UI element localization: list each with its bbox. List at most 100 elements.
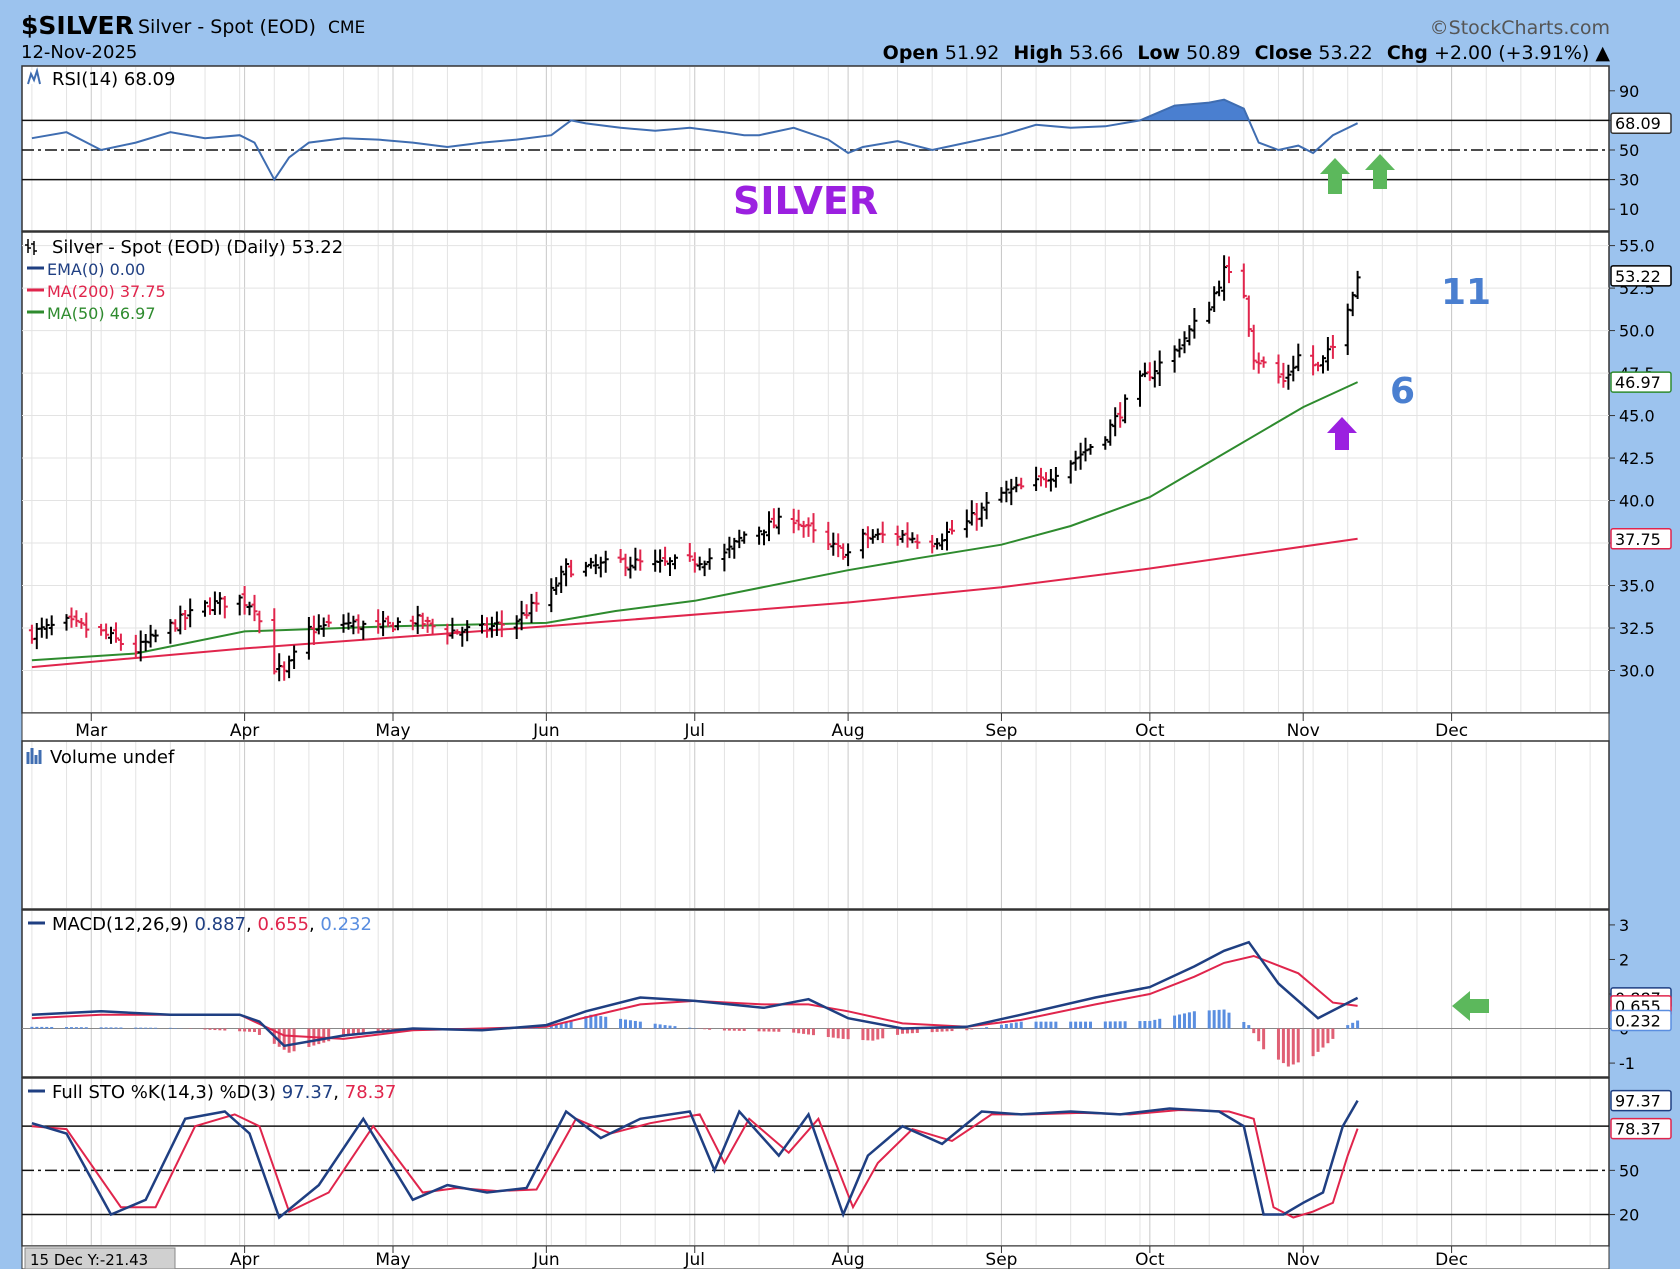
footer-note-bg bbox=[24, 1247, 176, 1269]
ohlc-bar bbox=[246, 601, 253, 616]
ohlc-bar bbox=[394, 617, 401, 631]
ohlc-bar bbox=[1137, 370, 1143, 407]
green-left-arrow-icon bbox=[1452, 991, 1489, 1021]
macd-panel-frame bbox=[21, 909, 1610, 1078]
ohlc-bar bbox=[454, 629, 461, 635]
rsi-y-tick-label: 30 bbox=[1619, 171, 1639, 190]
ohlc-bar bbox=[345, 612, 352, 630]
rsi-y-tick-label: 90 bbox=[1619, 82, 1639, 101]
macd-y-tick-label: 3 bbox=[1619, 916, 1629, 935]
sto-y-tick-label: 50 bbox=[1619, 1161, 1639, 1180]
ohlc-bar bbox=[741, 531, 748, 544]
month-label-top: Sep bbox=[985, 721, 1017, 741]
volume-panel-frame bbox=[21, 740, 1610, 910]
ohlc-bar bbox=[63, 614, 70, 631]
ohlc-bar bbox=[48, 615, 55, 636]
month-label-top: Apr bbox=[230, 721, 259, 741]
month-axis-bottom-strip bbox=[21, 1245, 1610, 1269]
ohlc-bar bbox=[1245, 295, 1252, 337]
ohlc-bar bbox=[390, 622, 396, 632]
ohlc-bar bbox=[835, 533, 842, 558]
price-last-value-2-box bbox=[1610, 528, 1672, 550]
month-axis-top-strip bbox=[21, 712, 1610, 742]
high-value: 53.66 bbox=[1069, 42, 1123, 64]
ohlc-bar bbox=[914, 534, 921, 549]
ohlc-bar bbox=[103, 623, 110, 640]
ohlc-bar bbox=[672, 554, 678, 570]
sto-y-tick-label: 20 bbox=[1619, 1206, 1639, 1225]
sto-last-value-0: 97.37 bbox=[1615, 1092, 1661, 1111]
ohlc-bar bbox=[1275, 354, 1282, 384]
ohlc-bar bbox=[498, 610, 505, 638]
ohlc-bar bbox=[869, 529, 876, 544]
ohlc-bar bbox=[1122, 394, 1129, 424]
ohlc-bar bbox=[429, 618, 436, 635]
price-y-tick-label: 50.0 bbox=[1619, 322, 1655, 341]
ohlc-bar bbox=[113, 622, 119, 643]
ohlc-bar bbox=[553, 577, 560, 595]
ohlc-bar bbox=[637, 549, 644, 571]
month-label-bottom: Oct bbox=[1135, 1250, 1165, 1269]
month-label-top: Jul bbox=[683, 721, 705, 741]
price-y-tick-label: 45.0 bbox=[1619, 407, 1655, 426]
ohlc-bar bbox=[1033, 466, 1040, 491]
sto-last-value-1: 78.37 bbox=[1615, 1120, 1661, 1139]
close-label: Close bbox=[1255, 42, 1313, 64]
sto-last-value-0-box bbox=[1610, 1089, 1672, 1112]
open-value: 51.92 bbox=[945, 42, 999, 64]
ohlc-bar bbox=[1250, 324, 1257, 370]
ohlc-bar bbox=[419, 612, 426, 629]
rsi-line bbox=[31, 98, 1359, 182]
ohlc-bar bbox=[929, 535, 936, 554]
ohlc-bar bbox=[949, 520, 955, 535]
ohlc-bar bbox=[518, 600, 525, 631]
rsi-panel-frame bbox=[21, 65, 1610, 232]
sto-d-line bbox=[31, 1108, 1359, 1219]
ohlc-bar bbox=[587, 557, 594, 569]
macd-line bbox=[31, 940, 1359, 1048]
rsi-grid: 907050301068.09 bbox=[22, 67, 1672, 230]
rsi-title: RSI(14) 68.09 bbox=[26, 67, 175, 90]
ohlc-bar bbox=[533, 591, 540, 612]
instrument-name: Silver - Spot (EOD) bbox=[138, 16, 316, 38]
rsi-y-tick-label: 50 bbox=[1619, 141, 1639, 160]
ohlc-bar bbox=[790, 508, 797, 534]
count-11-annotation: 11 bbox=[1441, 272, 1491, 313]
close-value: 53.22 bbox=[1318, 42, 1372, 64]
ohlc-bar bbox=[1285, 364, 1292, 390]
chg-label: Chg bbox=[1387, 42, 1428, 64]
ohlc-bar bbox=[1077, 442, 1084, 470]
ohlc-bar bbox=[1349, 291, 1356, 317]
price-y-tick-label: 55.0 bbox=[1619, 237, 1655, 256]
ohlc-bar bbox=[78, 618, 85, 629]
ma200-legend: MA(200) 37.75 bbox=[47, 282, 166, 301]
ohlc-bar bbox=[667, 557, 673, 576]
price-last-value-1-box bbox=[1610, 371, 1672, 393]
count-6-annotation: 6 bbox=[1390, 371, 1415, 412]
ohlc-bar bbox=[350, 615, 357, 635]
month-label-bottom: May bbox=[375, 1250, 410, 1269]
hist-value: 0.232 bbox=[320, 914, 372, 935]
macd-y-tick-label: 2 bbox=[1619, 950, 1629, 969]
ohlc-bar bbox=[845, 543, 852, 567]
ohlc-bar bbox=[1280, 362, 1287, 388]
month-label-bottom: Jun bbox=[532, 1250, 560, 1269]
stochastic-panel: 50 20 97.37 78.37 Full STO %K(14,3) %D(3) 9… bbox=[21, 1077, 1672, 1247]
volume-panel: Volume undef bbox=[21, 740, 1610, 910]
price-y-tick-label: 40.0 bbox=[1619, 492, 1655, 511]
month-axis-bottom: Apr May Jun Jul Aug Sep Oct Nov Dec bbox=[21, 1245, 1610, 1269]
ohlc-bar bbox=[291, 645, 298, 669]
month-label-top: Jun bbox=[532, 721, 560, 741]
macd-last-value-2-box bbox=[1610, 1009, 1672, 1032]
footer-note: 15 Dec Y:-21.43 bbox=[30, 1251, 148, 1269]
ohlc-bar bbox=[1320, 355, 1326, 374]
ohlc-bar bbox=[1018, 477, 1025, 490]
month-label-bottom: Aug bbox=[831, 1250, 864, 1269]
ohlc-bar bbox=[775, 507, 782, 535]
ohlc-bar bbox=[484, 617, 490, 638]
ohlc-bar bbox=[894, 525, 901, 546]
ohlc-bar bbox=[68, 607, 75, 628]
ohlc-bar bbox=[582, 561, 589, 577]
ohlc-bar bbox=[1260, 356, 1267, 368]
